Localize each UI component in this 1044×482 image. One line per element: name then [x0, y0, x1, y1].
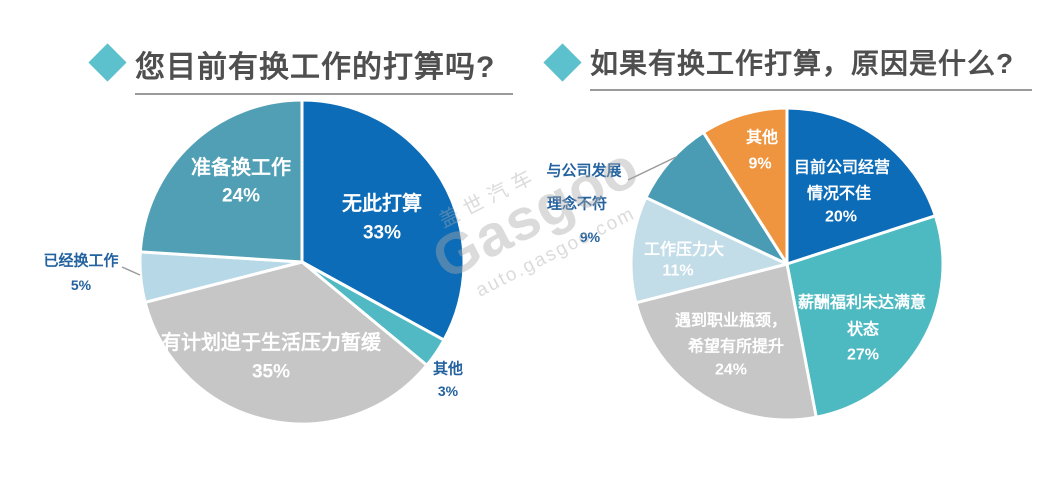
right-pie-slice-1-percent: 27%	[847, 347, 879, 364]
right-pie-slice-5-percent: 9%	[748, 156, 771, 173]
right-pie-slice-0-label: 目前公司经营	[794, 158, 890, 177]
left-pie-slice-4	[138, 98, 304, 264]
left-pie-slice-1-label: 其他	[433, 360, 463, 378]
right-pie-slice-2-label: 希望有所提升	[688, 337, 784, 356]
right-pie-slice-4	[644, 130, 789, 266]
right-pie-slice-4-label: 理念不符	[547, 195, 607, 213]
right-pie-slice-4-percent: 9%	[580, 229, 601, 245]
left-pie-slice-2-label: 有计划迫于生活压力暂缓	[161, 330, 382, 354]
left-pie-slice-3-label: 已经换工作	[43, 252, 118, 270]
left-pie-slice-1-percent: 3%	[438, 383, 459, 399]
right-pie-slice-3-label: 工作压力大	[644, 240, 724, 259]
chart-header-left: 您目前有换工作的打算吗?	[88, 42, 514, 95]
right-pie-slice-1-label: 薪酬福利未达满意	[798, 293, 926, 312]
right-pie-slice-1	[785, 214, 945, 419]
left-pie-slice-2	[143, 260, 429, 426]
left-pie-slice-0-percent: 33%	[363, 223, 401, 244]
right-pie-slice-3-percent: 11%	[662, 263, 693, 280]
left-pie: 无此打算 33% 其他 3% 有计划迫于生活压力暂缓 35% 已经换工作 5% 准备换工作 24%	[43, 98, 466, 426]
left-pie-slice-3-percent: 5%	[71, 277, 92, 293]
right-pie-slice-0	[785, 106, 937, 266]
left-pie-slice-4-label: 准备换工作	[191, 155, 291, 179]
left-pie-slice-0-label: 无此打算	[342, 191, 422, 215]
left-pie-slice-0	[300, 98, 466, 342]
right-pie-slice-2	[634, 262, 818, 422]
right-pie-slice-4-label: 与公司发展	[546, 162, 621, 180]
left-pie-leader-line-3	[121, 266, 141, 276]
left-chart-title: 您目前有换工作的打算吗?	[135, 42, 514, 95]
chart-header-right: 如果有换工作打算，原因是什么?	[543, 42, 1033, 91]
diamond-bullet-icon	[88, 43, 127, 82]
right-pie-slice-1-label: 状态	[847, 320, 879, 339]
left-pie-slice-2-percent: 35%	[252, 362, 290, 383]
left-pie-slice-4-percent: 24%	[222, 186, 260, 207]
right-pie-slice-2-label: 遇到职业瓶颈，	[675, 311, 787, 330]
right-pie-slice-5-label: 其他	[746, 128, 778, 147]
right-pie-slice-5	[701, 106, 789, 266]
right-pie-slice-0-percent: 20%	[825, 209, 857, 226]
right-pie-leader-line-4	[627, 156, 677, 181]
diamond-bullet-icon	[543, 43, 582, 82]
right-pie-slice-2-percent: 24%	[715, 362, 747, 379]
right-pie-slice-0-label: 情况不佳	[807, 184, 871, 203]
right-pie-slice-3	[629, 196, 789, 305]
right-chart-title: 如果有换工作打算，原因是什么?	[590, 42, 1033, 91]
